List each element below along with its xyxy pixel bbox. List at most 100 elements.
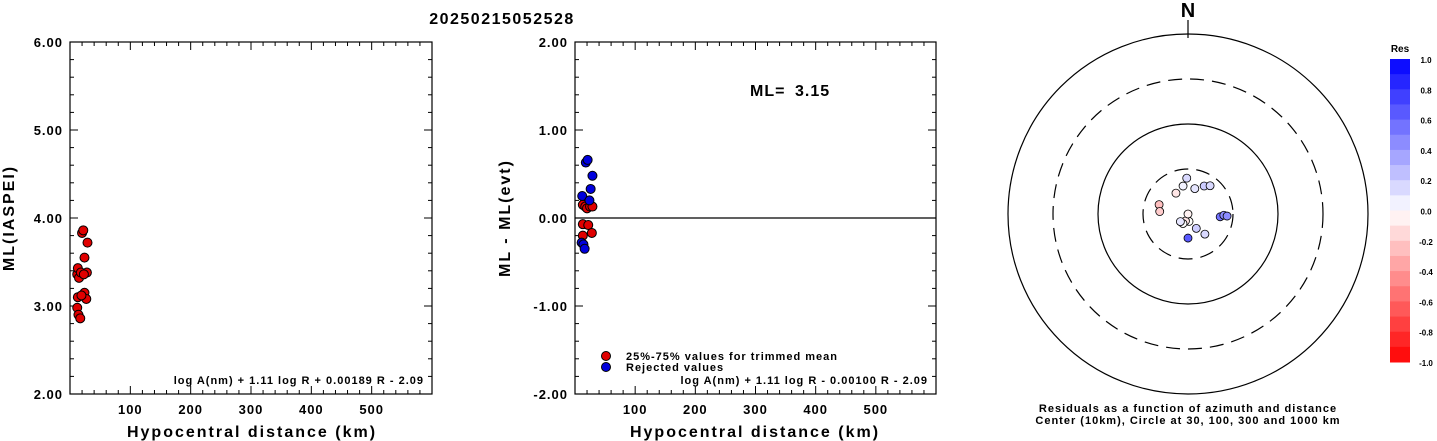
- ml-label: ML=: [750, 83, 785, 100]
- station-point: [1190, 184, 1200, 194]
- caption-line-2: Center (10km), Circle at 30, 100, 300 an…: [1035, 415, 1340, 427]
- colorbar-cell: [1390, 59, 1410, 75]
- colorbar: 1.0 0.8 0.6 0.4 0.2 0.0 -0.2 -0.4 -0.6 -0.8 -1.0: [1390, 56, 1433, 368]
- colorbar-cell: [1390, 195, 1410, 211]
- legend-label-rejected: Rejected values: [626, 362, 724, 374]
- station-residuals: [1154, 173, 1232, 243]
- colorbar-tick-label: 0.8: [1420, 86, 1432, 95]
- colorbar-cell: [1390, 286, 1410, 302]
- station-point: [1182, 173, 1192, 183]
- data-point: [82, 237, 93, 248]
- colorbar-cell: [1390, 119, 1410, 136]
- colorbar-title: Res: [1391, 44, 1410, 55]
- x-tick-label: 200: [683, 402, 708, 417]
- y-tick-label: 6.00: [34, 35, 63, 50]
- distance-rings: [1007, 33, 1369, 395]
- colorbar-tick-label: -0.8: [1419, 329, 1433, 338]
- rejected-point: [577, 191, 588, 201]
- colorbar-cell: [1390, 346, 1410, 363]
- magnitude-distance-chart: 2.00 3.00 4.00 5.00 6.00 100 200 300 400 500 log…: [1, 35, 433, 441]
- north-label: N: [1181, 0, 1195, 22]
- colorbar-tick-label: -0.4: [1419, 268, 1433, 277]
- ring-300km: [1052, 78, 1324, 350]
- colorbar-cell: [1390, 180, 1410, 196]
- station-point: [1222, 211, 1232, 221]
- y-axis-label: ML(IASPEI): [1, 165, 18, 271]
- residual-distance-chart: -2.00 -1.00 0.00 1.00 2.00 100 200 300 400 500 M…: [497, 35, 937, 441]
- legend-swatch-used: [601, 351, 611, 361]
- y-axis-label: ML - ML(evt): [497, 159, 514, 277]
- x-axis-label: Hypocentral distance (km): [127, 424, 377, 441]
- colorbar-tick-label: 0.0: [1420, 208, 1432, 217]
- station-point: [1183, 233, 1193, 243]
- colorbar-cell: [1390, 89, 1410, 105]
- data-point: [78, 269, 89, 280]
- legend-swatch-rejected: [601, 362, 611, 372]
- y-tick-label: 2.00: [34, 387, 63, 402]
- x-tick-label: 400: [803, 402, 828, 417]
- y-tick-label: -2.00: [533, 387, 568, 402]
- x-tick-label: 500: [359, 402, 384, 417]
- data-point: [76, 290, 87, 301]
- station-point: [1183, 209, 1193, 219]
- station-point: [1155, 207, 1165, 216]
- ring-30km: [1142, 168, 1234, 260]
- colorbar-tick-label: 0.4: [1420, 147, 1432, 156]
- y-tick-label: 0.00: [539, 211, 568, 226]
- colorbar-cell: [1390, 255, 1410, 272]
- x-tick-labels: 100 200 300 400 500: [118, 402, 384, 417]
- x-tick-labels: 100 200 300 400 500: [623, 402, 888, 417]
- data-points: [72, 225, 93, 324]
- ring-100km: [1097, 123, 1279, 305]
- rejected-point: [587, 170, 598, 181]
- colorbar-tick-label: -1.0: [1419, 359, 1433, 368]
- figure-title: 20250215052528: [429, 11, 575, 28]
- y-tick-label: 4.00: [34, 211, 63, 226]
- colorbar-cell: [1390, 316, 1410, 333]
- formula-label: log A(nm) + 1.11 log R + 0.00189 R - 2.0…: [174, 375, 424, 387]
- station-point: [1176, 217, 1185, 226]
- azimuth-residual-map: N Residuals as a function of azimuth and…: [1007, 0, 1433, 427]
- formula-label: log A(nm) + 1.11 log R - 0.00100 R - 2.0…: [680, 375, 928, 387]
- ring-1000km: [1007, 33, 1369, 395]
- station-point: [1205, 181, 1215, 191]
- x-axis-label: Hypocentral distance (km): [630, 424, 880, 441]
- colorbar-cell: [1390, 331, 1410, 348]
- y-tick-label: 1.00: [539, 123, 568, 138]
- x-tick-label: 400: [299, 402, 324, 417]
- colorbar-tick-label: -0.6: [1419, 298, 1433, 307]
- colorbar-cell: [1390, 271, 1410, 287]
- colorbar-cell: [1390, 149, 1410, 166]
- colorbar-cell: [1390, 225, 1410, 242]
- station-point: [1200, 229, 1210, 239]
- rejected-point: [579, 243, 590, 254]
- x-tick-label: 200: [178, 402, 203, 417]
- x-tick-label: 100: [623, 402, 648, 417]
- ml-value: 3.15: [795, 83, 830, 100]
- plot-frame: [69, 41, 433, 395]
- station-point: [1171, 188, 1181, 198]
- colorbar-cell: [1390, 210, 1410, 227]
- rejected-point: [584, 195, 595, 206]
- x-tick-label: 500: [863, 402, 888, 417]
- station-point: [1178, 181, 1188, 191]
- y-tick-label: 3.00: [34, 299, 63, 314]
- colorbar-tick-label: 1.0: [1420, 56, 1432, 65]
- used-point: [586, 227, 597, 238]
- tick-marks: [575, 42, 936, 394]
- colorbar-cell: [1390, 104, 1410, 121]
- legend-label-used: 25%-75% values for trimmed mean: [626, 351, 838, 363]
- y-tick-label: -1.00: [533, 299, 568, 314]
- colorbar-cell: [1390, 165, 1410, 181]
- caption-line-1: Residuals as a function of azimuth and d…: [1039, 403, 1337, 415]
- x-tick-label: 100: [118, 402, 143, 417]
- rejected-point: [585, 183, 596, 194]
- x-tick-label: 300: [743, 402, 768, 417]
- station-point: [1191, 223, 1201, 233]
- tick-marks: [70, 42, 432, 394]
- colorbar-cell: [1390, 74, 1410, 90]
- colorbar-cell: [1390, 301, 1410, 318]
- y-tick-label: 2.00: [539, 35, 568, 50]
- y-tick-label: 5.00: [34, 123, 63, 138]
